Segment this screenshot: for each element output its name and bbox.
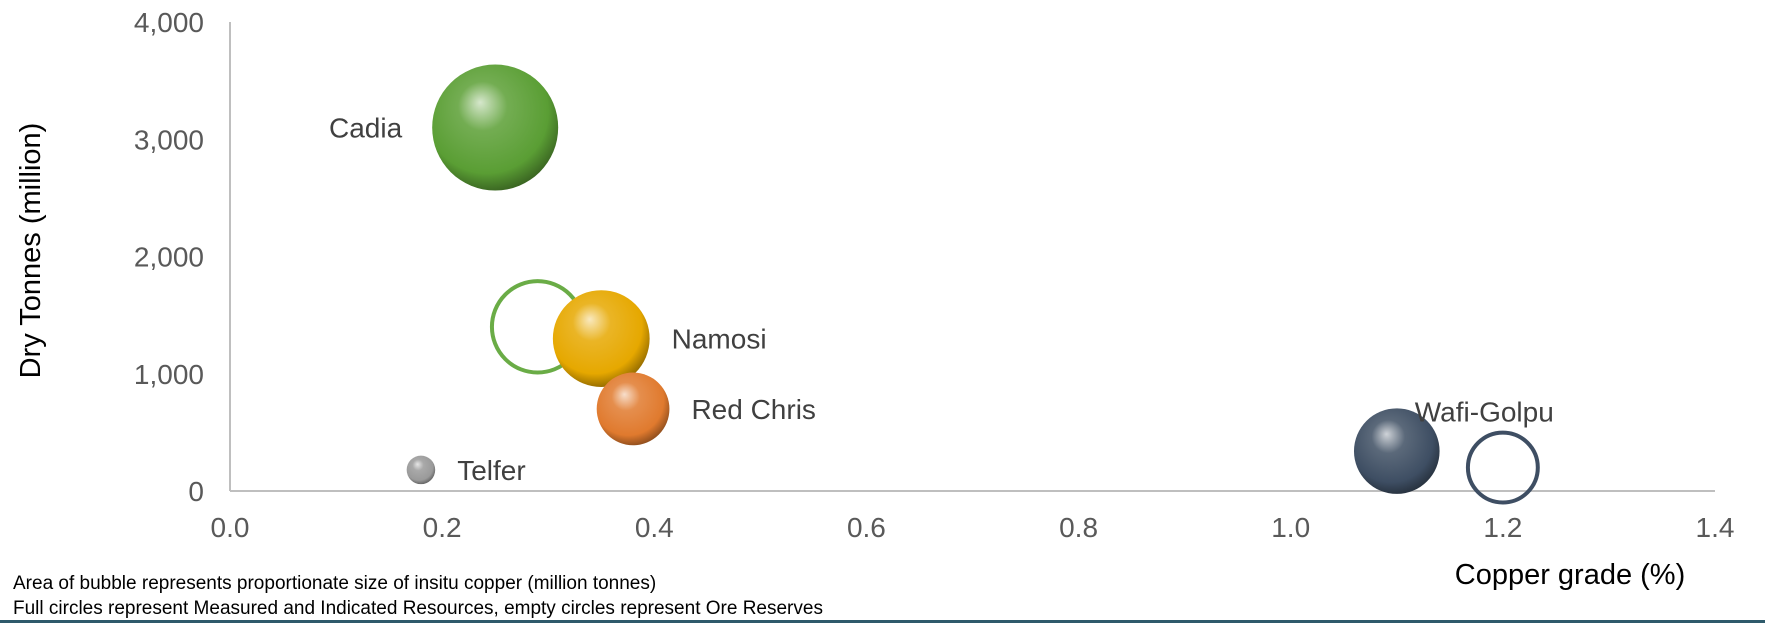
bubble-labels: Cadia Namosi Red Chris Telfer Wafi-Golpu: [329, 113, 1554, 486]
cadia-resource-bubble: [432, 64, 559, 191]
y-axis-title: Dry Tonnes (million): [15, 123, 47, 379]
x-tick-label: 1.2: [1483, 512, 1522, 543]
x-tick-label: 1.4: [1696, 512, 1735, 543]
axes: [229, 22, 1715, 492]
x-tick-label: 0.2: [423, 512, 462, 543]
bubble-label: Telfer: [457, 455, 525, 486]
y-tick-labels: 0 1,000 2,000 3,000 4,000: [134, 7, 204, 507]
x-tick-label: 1.0: [1271, 512, 1310, 543]
bubbles: [406, 64, 1540, 505]
red-chris-resource-bubble: [596, 372, 670, 446]
telfer-resource-bubble: [406, 455, 436, 485]
footnote-bubble-size: Area of bubble represents proportionate …: [13, 573, 657, 594]
x-tick-label: 0.6: [847, 512, 886, 543]
bubble-label: Red Chris: [691, 394, 815, 425]
wafi-golpu-resource-bubble: [1353, 408, 1440, 494]
x-tick-labels: 0.0 0.2 0.4 0.6 0.8 1.0 1.2 1.4: [211, 512, 1735, 543]
bubble-label: Namosi: [672, 324, 767, 355]
y-tick-label: 3,000: [134, 124, 204, 155]
y-tick-label: 1,000: [134, 359, 204, 390]
y-tick-label: 4,000: [134, 7, 204, 38]
bottom-rule: [0, 620, 1765, 623]
footnote-circle-legend: Full circles represent Measured and Indi…: [13, 598, 823, 619]
namosi-resource-bubble: [552, 290, 650, 387]
x-tick-label: 0.4: [635, 512, 674, 543]
y-tick-label: 2,000: [134, 242, 204, 273]
y-tick-label: 0: [188, 476, 204, 507]
bubble-label: Wafi-Golpu: [1415, 396, 1554, 427]
bubble-label: Cadia: [329, 113, 403, 144]
ore-reserve-reserve-circle: [1465, 430, 1540, 505]
x-tick-label: 0.0: [211, 512, 250, 543]
x-tick-label: 0.8: [1059, 512, 1098, 543]
x-axis-title: Copper grade (%): [1455, 559, 1686, 591]
